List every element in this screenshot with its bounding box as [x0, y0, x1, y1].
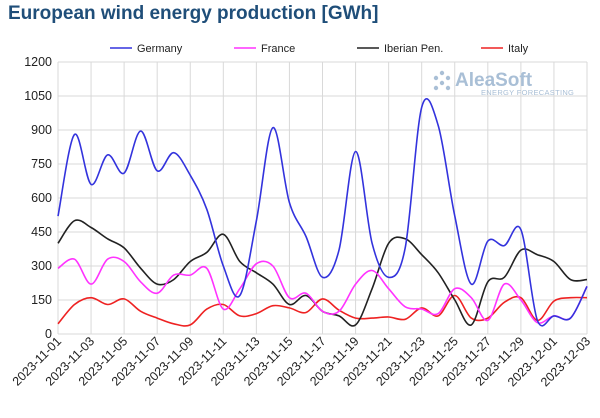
gridlines: [57, 61, 588, 335]
legend: Germany France Iberian Pen. Italy: [110, 43, 529, 55]
y-tick-label: 1200: [24, 55, 52, 69]
legend-label-france: France: [261, 43, 295, 55]
series-line-france: [57, 256, 588, 324]
y-tick-label: 750: [31, 157, 52, 171]
y-axis-ticks: 0 150 300 450 600 750 900 1050 1200: [24, 55, 52, 341]
legend-label-italy: Italy: [508, 43, 529, 55]
logo-tagline: ENERGY FORECASTING: [481, 88, 574, 97]
series-line-italy: [57, 294, 588, 327]
logo-name: AleaSoft: [455, 70, 533, 91]
y-tick-label: 150: [31, 293, 52, 307]
y-tick-label: 1050: [24, 89, 52, 103]
legend-label-iberian-pen: Iberian Pen.: [384, 43, 443, 55]
aleasoft-logo: AleaSoft ENERGY FORECASTING: [433, 70, 574, 97]
legend-label-germany: Germany: [137, 43, 183, 55]
y-tick-label: 0: [45, 327, 52, 341]
y-tick-label: 900: [31, 123, 52, 137]
x-axis-ticks: 2023-11-012023-11-032023-11-052023-11-07…: [10, 334, 593, 389]
logo-icon: [433, 70, 451, 91]
y-tick-label: 600: [31, 191, 52, 205]
y-tick-label: 300: [31, 259, 52, 273]
series-line-germany: [57, 98, 588, 327]
y-tick-label: 450: [31, 225, 52, 239]
series-lines: [57, 98, 588, 327]
chart-title: European wind energy production [GWh]: [8, 3, 379, 24]
